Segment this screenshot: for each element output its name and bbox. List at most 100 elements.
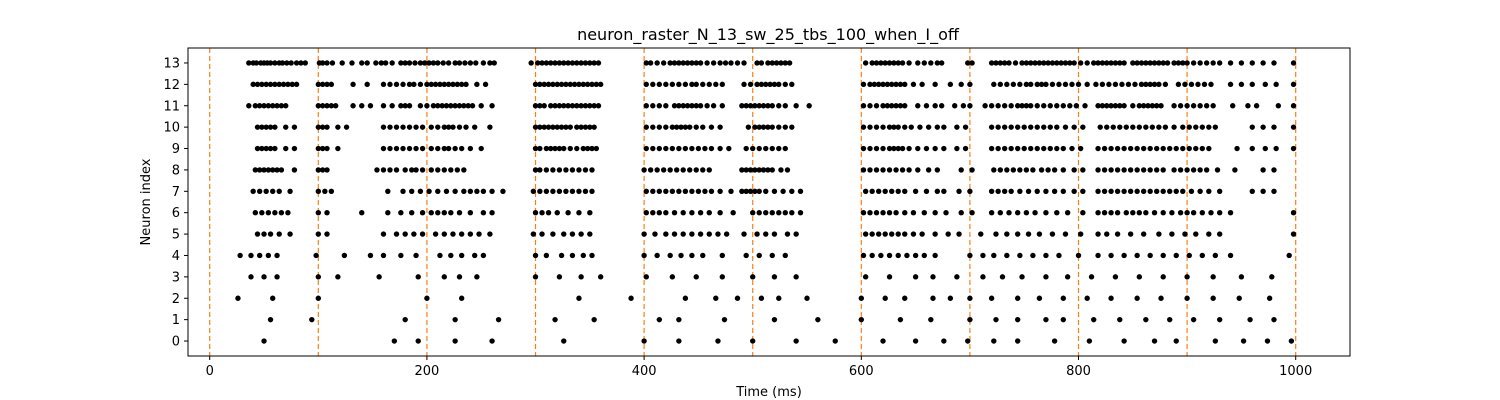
spike-n7-79 [1071, 188, 1077, 195]
spike-n13-110 [1006, 60, 1012, 66]
spike-n13-138 [1143, 60, 1149, 66]
spike-n9-104 [1199, 145, 1206, 152]
spike-n6-40 [756, 209, 762, 216]
spike-n8-38 [660, 167, 667, 173]
spike-n12-34 [474, 81, 480, 88]
spike-n11-26 [439, 103, 445, 109]
spike-n12-103 [1062, 81, 1069, 88]
spike-n10-11 [343, 124, 350, 130]
spike-n9-14 [400, 145, 406, 152]
spike-n8-22 [448, 167, 454, 173]
spike-n12-89 [958, 81, 964, 88]
spike-n13-78 [728, 60, 734, 66]
spike-n10-83 [1014, 124, 1021, 130]
spike-n12-27 [437, 81, 443, 88]
spike-n11-88 [932, 103, 938, 109]
spike-n7-49 [752, 188, 758, 195]
spike-n13-122 [1062, 60, 1069, 66]
spike-n6-58 [958, 209, 964, 216]
spike-n4-22 [641, 252, 647, 259]
spike-n4-17 [543, 252, 550, 259]
spike-n6-19 [480, 209, 487, 216]
spike-n9-56 [769, 145, 775, 152]
spike-n12-12 [319, 81, 326, 88]
spike-n9-102 [1186, 145, 1192, 152]
spike-n12-55 [663, 81, 669, 88]
spike-n13-96 [895, 60, 901, 66]
spike-n3-23 [912, 274, 919, 280]
spike-n7-95 [1188, 188, 1195, 195]
spike-n13-152 [1216, 60, 1223, 66]
spike-n8-44 [700, 167, 706, 173]
spike-n8-11 [374, 167, 380, 173]
spike-n5-8 [393, 231, 400, 237]
spike-n13-40 [462, 60, 468, 66]
spike-n13-158 [1290, 60, 1297, 66]
spike-n0-5 [561, 338, 567, 344]
spike-n10-32 [550, 124, 556, 130]
spike-n4-4 [274, 252, 280, 259]
spike-n11-126 [1184, 103, 1190, 109]
spike-n11-114 [1112, 103, 1119, 109]
spike-n13-61 [595, 60, 602, 66]
spike-n12-37 [537, 81, 543, 88]
spike-n11-73 [776, 103, 782, 109]
spike-n10-111 [1249, 124, 1255, 130]
spike-n6-74 [1123, 209, 1129, 216]
spike-n7-51 [763, 188, 769, 195]
spike-n7-37 [669, 188, 676, 195]
spike-n5-71 [1193, 231, 1199, 237]
spike-n7-94 [1180, 188, 1186, 195]
spike-n12-41 [554, 81, 560, 88]
spike-n4-29 [743, 252, 749, 259]
spike-n12-84 [902, 81, 908, 88]
spike-n13-84 [769, 60, 775, 66]
spike-n7-96 [1197, 188, 1203, 195]
spike-n12-76 [867, 81, 873, 88]
spike-n7-23 [530, 188, 537, 195]
spike-n3-26 [980, 274, 986, 280]
spike-n7-9 [385, 188, 391, 195]
spike-n12-80 [884, 81, 891, 88]
spike-n11-66 [743, 103, 749, 109]
spike-n12-128 [1249, 81, 1255, 88]
spike-n11-39 [548, 103, 554, 109]
spike-n13-2 [253, 60, 260, 66]
y-tick-label-13: 13 [163, 56, 180, 71]
y-axis-label: Neuron index [139, 158, 154, 245]
spike-n10-7 [315, 124, 322, 130]
spike-n13-135 [1130, 60, 1136, 66]
spike-n10-41 [591, 124, 597, 130]
spike-n8-99 [1214, 167, 1221, 173]
spike-n7-97 [1206, 188, 1212, 195]
spike-n1-8 [676, 316, 682, 323]
spike-n8-94 [1177, 167, 1184, 173]
spike-n12-74 [789, 81, 795, 88]
spike-n5-30 [680, 231, 686, 237]
spike-n6-45 [789, 209, 795, 216]
spike-n11-32 [465, 103, 471, 109]
spike-n8-21 [441, 167, 447, 173]
spike-n7-66 [941, 188, 947, 195]
spike-n7-31 [582, 188, 589, 195]
spike-n13-103 [938, 60, 945, 66]
spike-n13-143 [1164, 60, 1171, 66]
spike-n4-7 [367, 252, 374, 259]
spike-n13-125 [1077, 60, 1084, 66]
spike-n9-45 [682, 145, 689, 152]
spike-n8-8 [315, 167, 322, 173]
spike-n0-20 [1121, 338, 1127, 344]
spike-n13-94 [886, 60, 893, 66]
spike-n6-23 [545, 209, 552, 216]
spike-n13-38 [452, 60, 458, 66]
spike-n13-90 [869, 60, 875, 66]
spike-n11-134 [1275, 103, 1282, 109]
spike-n13-74 [704, 60, 710, 66]
spike-n5-53 [956, 231, 962, 237]
spike-n8-3 [265, 167, 272, 173]
spike-n12-21 [406, 81, 413, 88]
spike-n12-53 [650, 81, 656, 88]
spike-n5-46 [889, 231, 895, 237]
spike-n13-13 [298, 60, 304, 66]
spike-n1-10 [771, 316, 778, 323]
